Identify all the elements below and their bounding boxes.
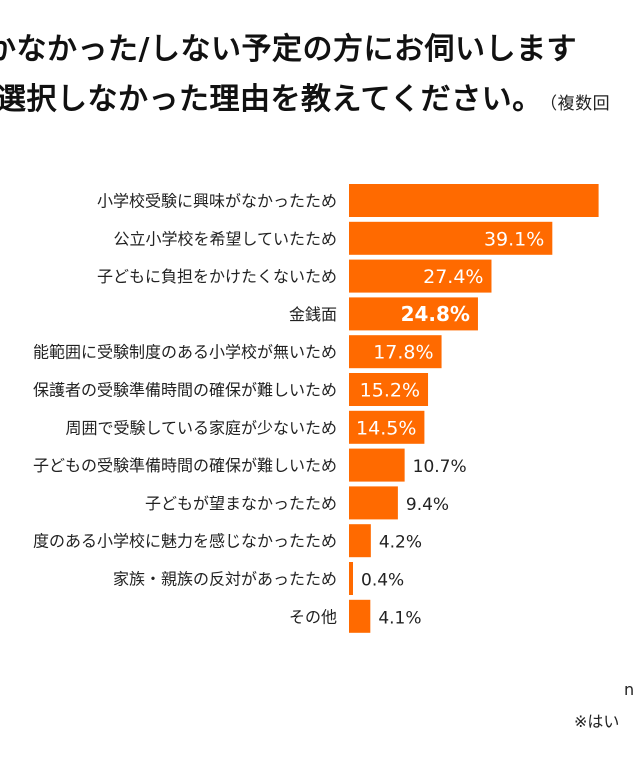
category-label: 金銭面 [289, 305, 337, 324]
category-label: 子どもが望まなかったため [145, 494, 337, 513]
category-label: 保護者の受験準備時間の確保が難しいため [33, 381, 337, 400]
value-label: 14.5% [356, 417, 416, 439]
category-label: 子どもに負担をかけたくないため [97, 267, 337, 286]
bar [349, 599, 371, 633]
value-label: 15.2% [360, 380, 420, 402]
value-label: 9.4% [406, 495, 449, 515]
bar [349, 335, 442, 369]
bar [349, 297, 478, 331]
value-label: 4.2% [379, 533, 422, 553]
bar [349, 486, 398, 520]
value-label: 0.4% [361, 571, 404, 591]
bar [349, 184, 599, 217]
bar [349, 562, 353, 595]
category-label: 公立小学校を希望していたため [113, 229, 337, 248]
value-label: 27.4% [423, 266, 483, 288]
bar [349, 221, 553, 255]
footnote-note: ※はい [574, 712, 620, 731]
value-label: 24.8% [401, 302, 470, 326]
category-label: 周囲で受験している家庭が少ないため [65, 418, 337, 437]
chart-title-line-2: 選択しなかった理由を教えてください。 （複数回 [0, 74, 610, 118]
category-label: その他 [289, 607, 337, 626]
sample-size-note: n [624, 680, 635, 699]
bar [349, 259, 492, 293]
chart-title-line-2-text: 選択しなかった理由を教えてください。 [0, 82, 543, 117]
category-label: 子どもの受験準備時間の確保が難しいため [33, 456, 337, 475]
multiple-answer-note: （複数回 [548, 94, 611, 114]
value-label: 39.1% [484, 228, 544, 250]
bar [349, 410, 425, 444]
value-label: 10.7% [413, 457, 467, 477]
bar [349, 524, 371, 558]
value-label: 4.1% [378, 608, 421, 628]
bar [349, 373, 429, 406]
category-label: 小学校受験に興味がなかったため [97, 192, 337, 211]
category-label: 能範囲に受験制度のある小学校が無いため [33, 343, 337, 362]
value-label: 17.8% [373, 342, 433, 364]
bar [349, 448, 405, 482]
category-label: 度のある小学校に魅力を感じなかったため [33, 532, 337, 551]
category-label: 家族・親族の反対があったため [113, 570, 337, 589]
chart-title-line-1: かなかった/しない予定の方にお伺いします [0, 32, 577, 67]
